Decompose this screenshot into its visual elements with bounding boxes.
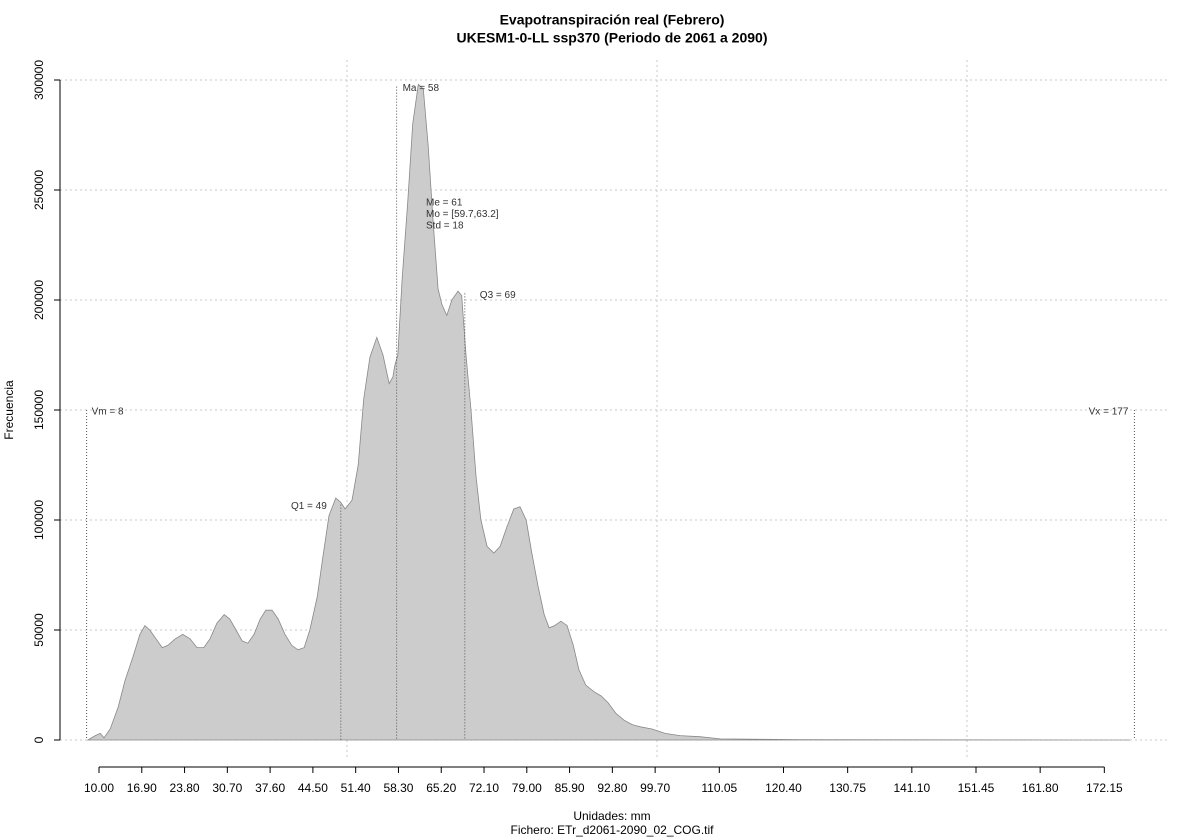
x-tick-label: 16.90 — [127, 781, 157, 795]
x-tick-label: 99.70 — [640, 781, 670, 795]
stats-label: Mo = [59.7,63.2] — [426, 209, 499, 220]
annotation-label: Ma = 58 — [403, 83, 440, 94]
annotation-label: Q3 = 69 — [480, 290, 516, 301]
x-tick-label: 141.10 — [893, 781, 930, 795]
y-tick-label: 0 — [32, 736, 46, 743]
y-tick-label: 50000 — [32, 613, 46, 647]
x-tick-label: 130.75 — [829, 781, 866, 795]
x-tick-label: 30.70 — [212, 781, 242, 795]
x-tick-label: 44.50 — [298, 781, 328, 795]
annotation-label: Vx = 177 — [1089, 407, 1129, 418]
annotation-label: Q1 = 49 — [291, 501, 327, 512]
x-axis-label: Unidades: mm — [573, 809, 650, 823]
x-tick-label: 85.90 — [555, 781, 585, 795]
x-tick-label: 65.20 — [426, 781, 456, 795]
density-area — [86, 83, 1131, 741]
x-tick-label: 51.40 — [341, 781, 371, 795]
x-tick-label: 151.45 — [958, 781, 995, 795]
x-tick-label: 110.05 — [701, 781, 737, 795]
y-tick-label: 150000 — [32, 390, 46, 430]
x-tick-label: 72.10 — [469, 781, 499, 795]
y-tick-label: 100000 — [32, 500, 46, 540]
stats-label: Std = 18 — [426, 221, 464, 232]
x-tick-label: 79.00 — [512, 781, 542, 795]
y-tick-label: 200000 — [32, 280, 46, 320]
y-tick-label: 250000 — [32, 170, 46, 210]
x-tick-label: 37.60 — [255, 781, 285, 795]
x-tick-label: 10.00 — [84, 781, 114, 795]
chart-subtitle: UKESM1-0-LL ssp370 (Periodo de 2061 a 20… — [457, 30, 768, 46]
x-tick-label: 161.80 — [1022, 781, 1059, 795]
x-tick-label: 120.40 — [765, 781, 802, 795]
y-axis-label: Frecuencia — [2, 380, 16, 440]
stats-label: Me = 61 — [426, 198, 463, 209]
chart-title: Evapotranspiración real (Febrero) — [500, 12, 725, 28]
caption: Fichero: ETr_d2061-2090_02_COG.tif — [511, 823, 715, 837]
x-tick-label: 92.80 — [597, 781, 627, 795]
annotation-label: Vm = 8 — [92, 407, 124, 418]
x-tick-label: 58.30 — [383, 781, 413, 795]
y-tick-label: 300000 — [32, 60, 46, 100]
x-tick-label: 23.80 — [170, 781, 200, 795]
x-tick-label: 172.15 — [1086, 781, 1123, 795]
